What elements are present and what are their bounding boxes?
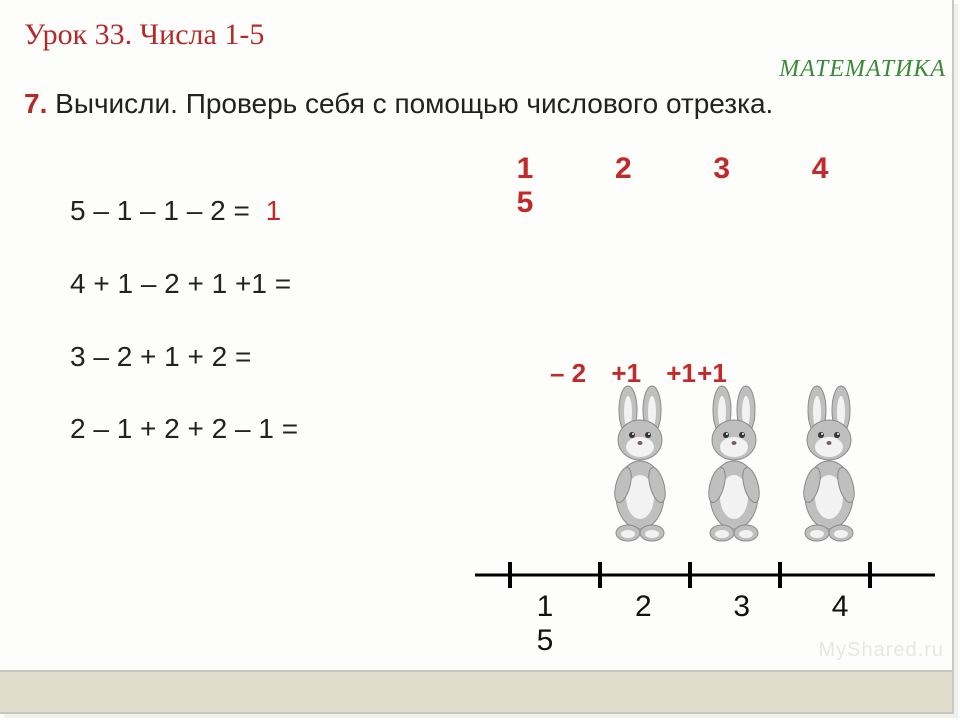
slide-page: Урок 33. Числа 1-5 МАТЕМАТИКА 7. Вычисли… xyxy=(0,0,954,714)
task-text: Вычисли. Проверь себя с помощью числовог… xyxy=(55,88,773,119)
nl-label: 5 xyxy=(500,624,590,658)
subject-label: МАТЕМАТИКА xyxy=(779,56,946,83)
watermark: MyShared.ru xyxy=(819,639,945,662)
rabbit-icon xyxy=(590,385,690,550)
op-label: +1 xyxy=(697,358,727,388)
task-number: 7. xyxy=(24,88,47,119)
digit: 3 xyxy=(677,152,767,186)
nl-label: 1 xyxy=(500,590,590,624)
problem-row: 2 – 1 + 2 + 2 – 1 = xyxy=(70,393,306,466)
number-line-svg xyxy=(475,555,935,595)
problem-expr: 2 – 1 + 2 + 2 – 1 = xyxy=(70,413,298,444)
rabbits-group xyxy=(590,385,869,550)
nl-label: 2 xyxy=(598,590,688,624)
problem-expr: 5 – 1 – 1 – 2 = xyxy=(70,195,250,226)
op-label: – 2 xyxy=(550,358,586,388)
problem-row: 5 – 1 – 1 – 2 = 1 xyxy=(70,175,306,248)
problem-row: 4 + 1 – 2 + 1 +1 = xyxy=(70,248,306,321)
problem-answer: 1 xyxy=(266,195,282,226)
bottom-bar xyxy=(0,670,952,712)
digit: 1 xyxy=(480,152,570,186)
rabbit-icon xyxy=(779,385,879,550)
op-label: +1 xyxy=(666,358,696,388)
digit: 4 xyxy=(775,152,865,186)
problem-expr: 4 + 1 – 2 + 1 +1 = xyxy=(70,268,291,299)
task-line: 7. Вычисли. Проверь себя с помощью число… xyxy=(24,88,773,120)
digit: 2 xyxy=(578,152,668,186)
problem-expr: 3 – 2 + 1 + 2 = xyxy=(70,341,251,372)
lesson-title: Урок 33. Числа 1-5 xyxy=(24,18,264,52)
nl-label: 4 xyxy=(795,590,885,624)
top-digits-row: 1 2 3 4 5 xyxy=(480,152,952,220)
problem-row: 3 – 2 + 1 + 2 = xyxy=(70,321,306,394)
rabbit-icon xyxy=(684,385,784,550)
digit: 5 xyxy=(480,186,570,220)
problems-block: 5 – 1 – 1 – 2 = 1 4 + 1 – 2 + 1 +1 = 3 –… xyxy=(70,175,306,466)
op-label: +1 xyxy=(611,358,641,388)
nl-label: 3 xyxy=(697,590,787,624)
